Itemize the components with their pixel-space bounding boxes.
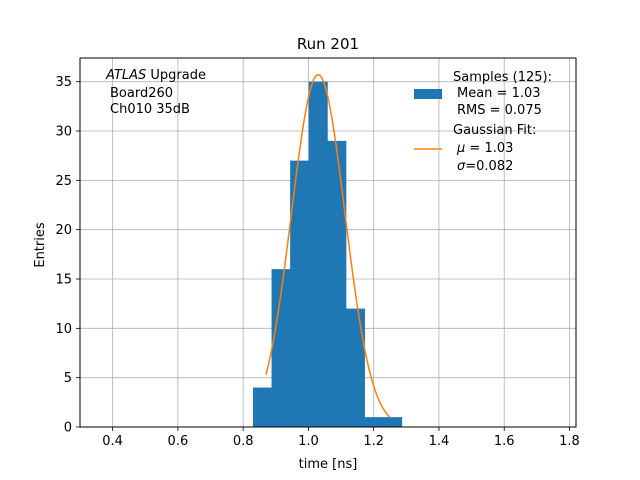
legend-samples-mean: Mean = 1.03 [457,86,541,101]
x-tick-label: 1.4 [429,434,450,449]
annotation-line-3: Ch010 35dB [110,102,190,117]
y-tick-label: 20 [55,223,72,238]
histogram-bar-6 [364,417,384,427]
histogram-bar-2 [290,160,310,427]
x-tick-label: 1.0 [298,434,319,449]
y-tick-label: 0 [64,421,72,436]
legend-samples-label: Samples (125): [453,70,552,85]
annotation-line-1: ATLAS Upgrade [105,68,206,83]
legend-fit-label: Gaussian Fit: [453,123,536,138]
legend-samples-rms: RMS = 0.075 [457,103,542,118]
x-tick-label: 0.8 [233,434,254,449]
x-axis-label: time [ns] [299,457,358,472]
y-axis-label: Entries [33,222,48,268]
legend-fit-mu: μ = 1.03 [456,141,513,156]
annotation: ATLAS Upgrade Board260 Ch010 35dB [105,68,206,117]
x-tick-label: 1.8 [559,434,580,449]
y-axis-ticks: 0 5 10 15 20 25 30 35 [55,75,80,436]
y-tick-label: 15 [55,273,72,288]
annotation-upgrade: Upgrade [146,68,206,83]
legend-fit-sigma: σ=0.082 [457,159,513,174]
legend: Samples (125): Mean = 1.03 RMS = 0.075 G… [414,70,552,174]
y-tick-label: 10 [55,322,72,337]
annotation-atlas: ATLAS [105,68,146,83]
histogram-bar-5 [345,308,365,427]
mu-value: = 1.03 [465,141,513,156]
y-tick-label: 25 [55,174,72,189]
x-axis-ticks: 0.4 0.6 0.8 1.0 1.2 1.4 1.6 1.8 [102,427,580,449]
sigma-value: =0.082 [465,159,513,174]
histogram-bars [252,81,403,428]
y-tick-label: 5 [64,371,72,386]
annotation-line-2: Board260 [110,86,173,101]
x-tick-label: 1.2 [363,434,384,449]
y-tick-label: 30 [55,125,72,140]
legend-patch-samples [414,89,442,99]
mu-symbol: μ [456,141,465,156]
x-tick-label: 0.4 [102,434,123,449]
x-tick-label: 1.6 [494,434,515,449]
histogram-bar-1 [271,269,291,427]
x-tick-label: 0.6 [168,434,189,449]
axes-frame [79,57,577,428]
histogram-bar-4 [327,140,347,427]
gaussian-fit [265,74,391,418]
y-tick-label: 35 [55,75,72,90]
gaussian-fit-curve [265,74,391,418]
chart-title: Run 201 [297,35,359,53]
histogram-bar-3 [308,81,328,428]
histogram-bar-0 [252,387,272,427]
sigma-symbol: σ [457,159,466,174]
histogram-bar-7 [383,417,403,427]
